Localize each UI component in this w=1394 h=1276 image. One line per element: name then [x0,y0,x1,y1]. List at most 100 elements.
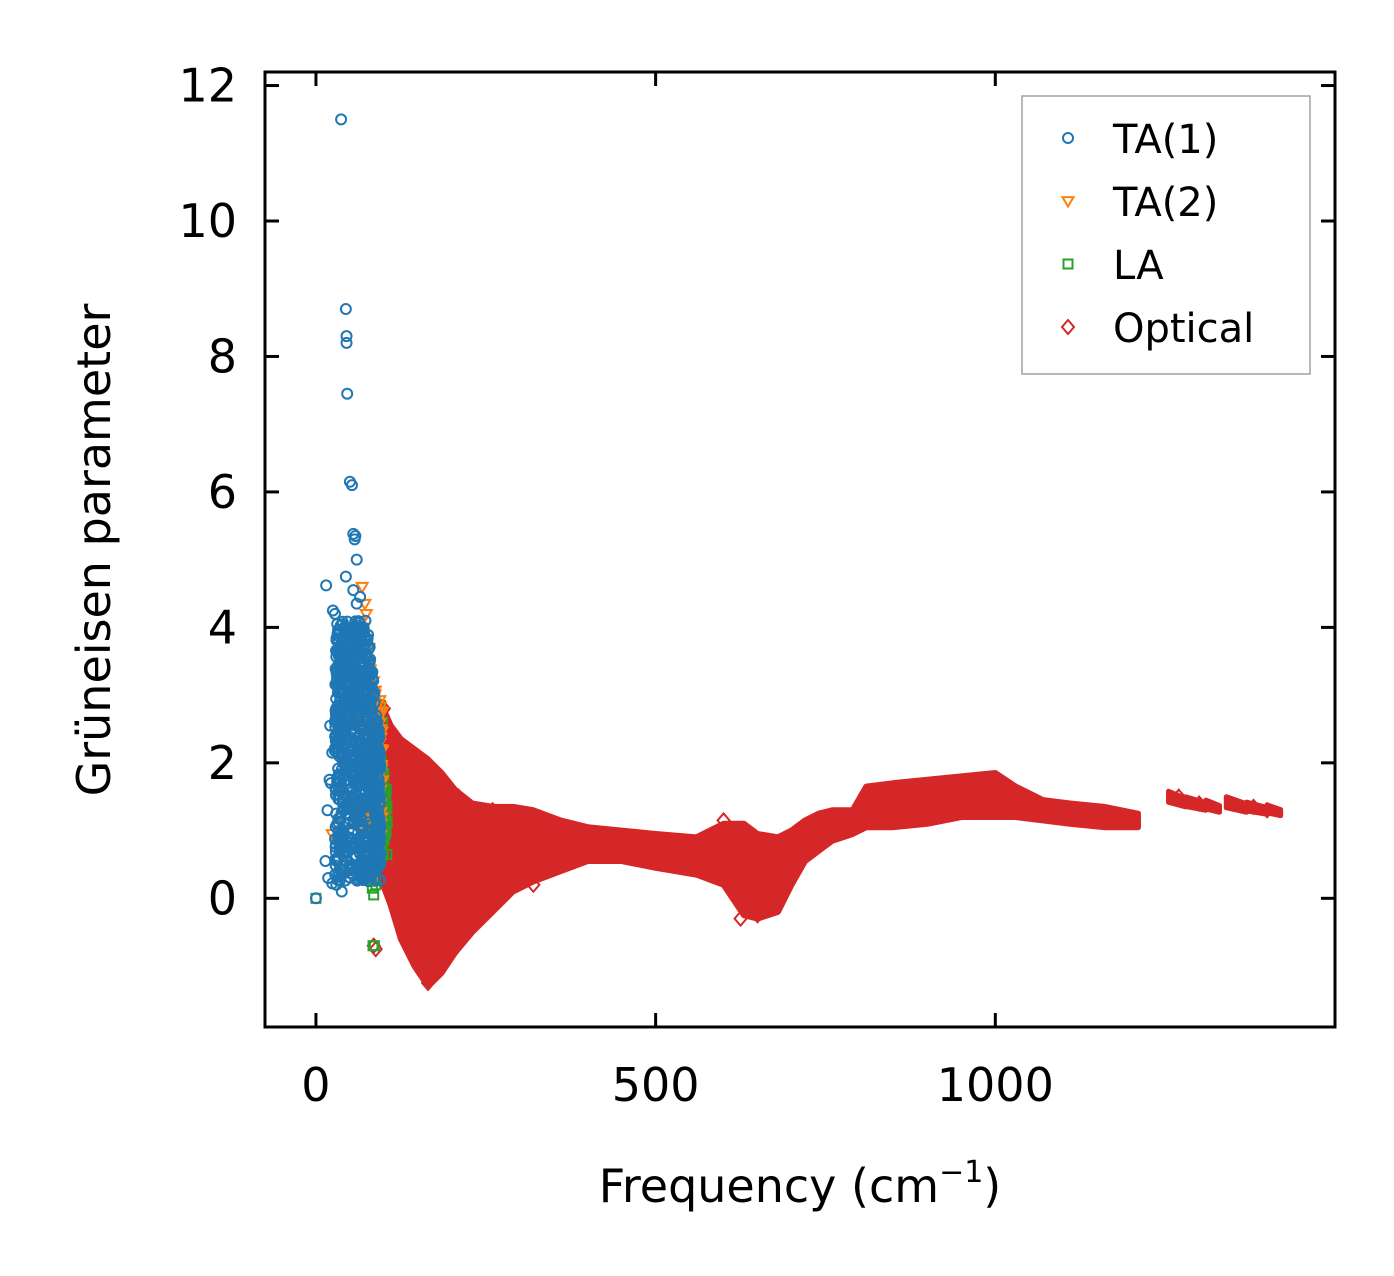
series-layer [309,113,1284,992]
legend-marker [1062,132,1074,144]
data-point [716,811,731,829]
data-point [342,705,355,718]
optical-dense-region [377,698,1141,990]
data-point [328,716,341,729]
data-point [328,607,341,620]
data-point [444,943,460,962]
x-axis-label-close: ) [983,1159,1001,1213]
data-point [350,834,363,847]
data-point [352,700,365,713]
x-tick-label: 500 [612,1058,700,1112]
data-point [1171,788,1187,806]
data-point [341,387,354,400]
data-point [347,527,360,540]
data-point [337,662,350,675]
data-point [451,788,466,806]
data-point [526,876,541,894]
data-point [348,533,361,546]
data-point [359,614,372,627]
x-axis-label: Frequency (cm−1) [599,1155,1002,1213]
data-point [341,841,354,854]
y-tick-label: 0 [208,871,237,925]
data-point [344,790,357,803]
data-point [332,662,345,675]
data-point [345,479,358,492]
data-point [354,848,367,861]
y-tick-label: 10 [178,194,237,248]
data-point [1191,794,1207,813]
data-point [357,688,370,701]
data-point [374,821,387,834]
data-point [338,789,351,802]
data-point [350,597,363,610]
data-point [341,797,354,810]
data-point [363,786,376,799]
data-point [334,769,347,782]
legend-label: TA(2) [1112,180,1218,226]
data-point [326,746,339,759]
legend-marker [1060,318,1076,336]
data-point [359,761,372,774]
data-point [368,889,380,901]
data-point [372,754,385,767]
data-point [1259,801,1275,819]
data-point [485,801,500,819]
legend-entry: TA(2) [1060,180,1218,226]
data-point [359,701,372,714]
data-point [334,734,347,747]
legend: TA(1) TA(2) LA Optical [1021,95,1311,375]
data-point [354,590,367,603]
optical-high-frequency-segment [1183,794,1209,813]
data-point [368,864,381,877]
data-point [339,570,352,583]
data-point [355,661,368,674]
y-tick-label: 8 [208,329,237,383]
data-point [750,906,765,924]
data-point [337,649,350,662]
data-point [358,732,371,745]
x-tick-label: 0 [301,1058,330,1112]
data-point [339,303,352,316]
data-point [348,719,361,732]
data-point [331,629,344,642]
data-point [352,615,365,628]
data-point [372,724,385,737]
data-point [369,821,382,834]
optical-high-frequency-segment [1223,794,1250,815]
data-point [1246,798,1261,816]
data-point [366,773,379,786]
data-point [350,553,363,566]
data-point [333,700,346,713]
data-point [373,706,388,720]
legend-entry: TA(1) [1062,117,1218,163]
data-point [347,743,360,756]
data-point [370,810,383,823]
data-point [373,874,386,887]
data-point [352,621,365,634]
data-point [354,581,370,595]
data-point [403,923,419,941]
data-point [339,736,352,749]
data-point [321,804,334,817]
data-point [335,839,348,852]
data-point [320,579,333,592]
data-point [341,693,354,706]
data-point [329,789,342,802]
data-point [335,113,348,126]
data-point [348,663,361,676]
data-point [319,855,332,868]
data-point [366,710,379,723]
data-point [332,684,345,696]
y-tick-label: 12 [178,59,237,113]
plot-frame [263,70,1337,1029]
y-axis-label: Grüneisen parameter [67,303,121,796]
data-point [332,852,345,865]
data-point [340,330,353,343]
data-point [330,818,343,831]
data-point [351,627,364,640]
data-point [358,608,374,622]
data-point [351,763,364,776]
series-ta-1 [309,113,387,905]
data-point [341,661,354,674]
